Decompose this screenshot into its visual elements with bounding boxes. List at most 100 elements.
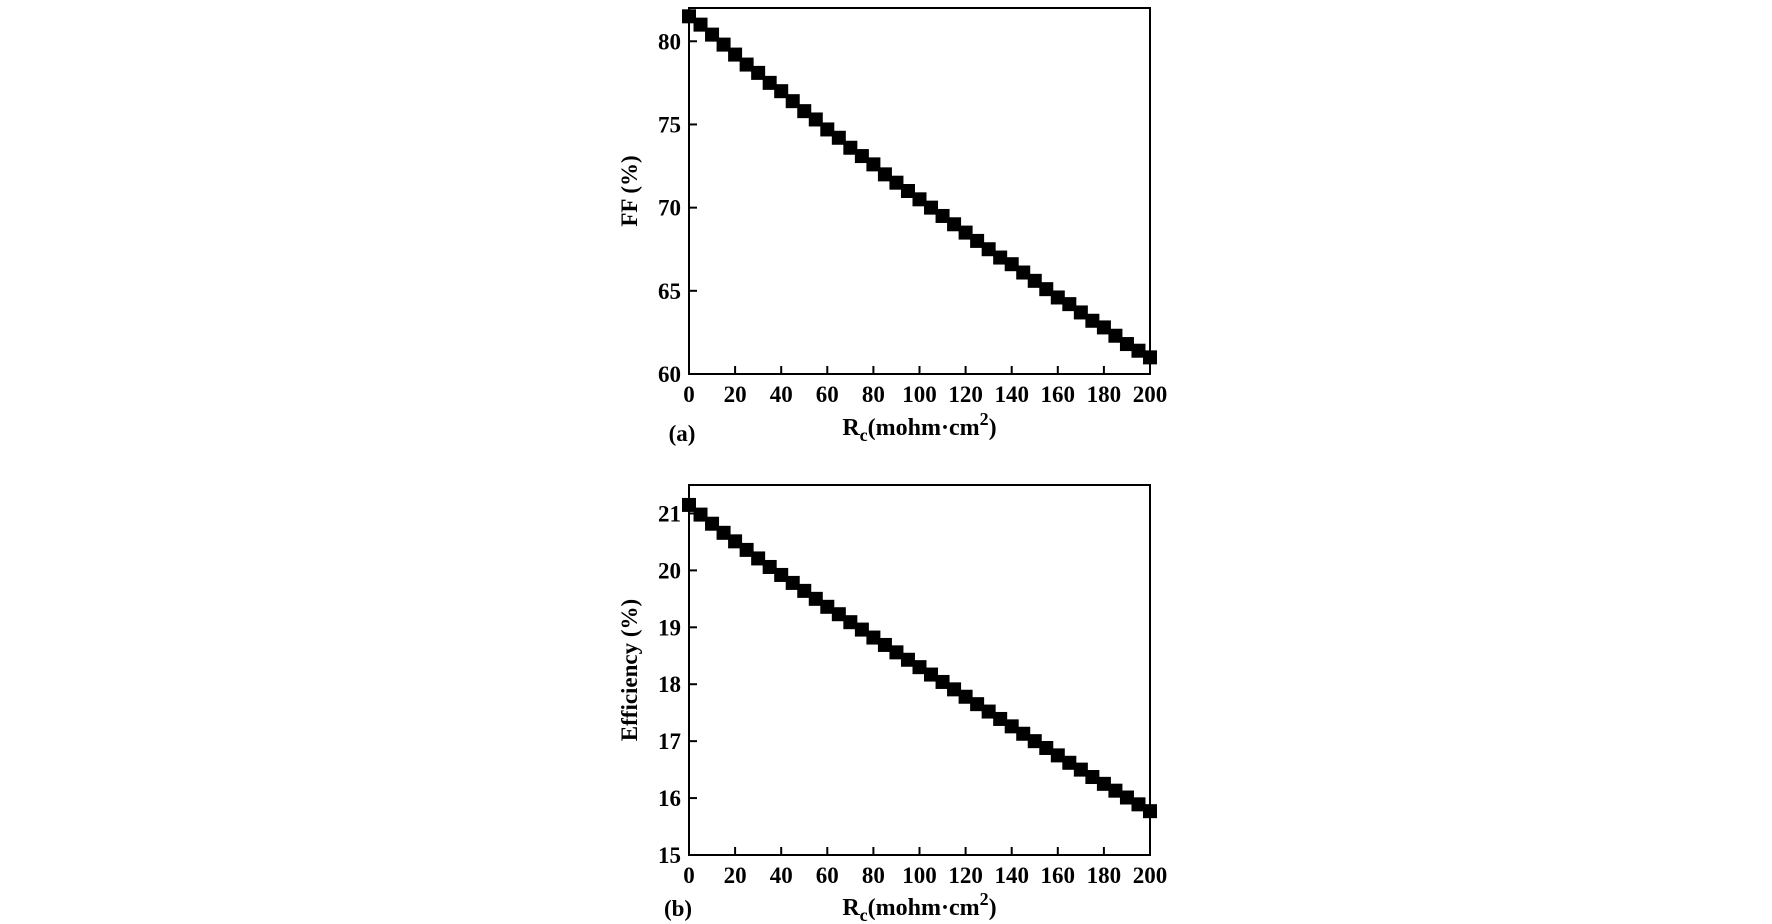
x-tick-label: 60 — [816, 382, 839, 407]
data-point — [820, 122, 835, 137]
y-axis-title: FF (%) — [617, 155, 642, 226]
x-tick-label: 160 — [1041, 382, 1076, 407]
x-axis-title-part: (mohm·cm — [868, 895, 980, 921]
data-point — [682, 9, 696, 24]
panel-b: 0 20 40 60 80 100 120 140 160 180 200 15 16 17 18 19 20 2… — [617, 484, 1168, 924]
data-point — [1004, 257, 1019, 272]
data-point — [1085, 313, 1100, 328]
y-tick-label: 16 — [658, 786, 681, 811]
data-point — [1062, 297, 1077, 312]
data-point — [912, 660, 927, 675]
data-point — [1027, 734, 1042, 749]
x-axis-title: Rc(mohm·cm2) — [842, 409, 996, 445]
x-axis-title-part: R — [842, 415, 860, 441]
data-point — [1108, 783, 1123, 798]
data-point — [716, 525, 731, 540]
data-point — [1004, 719, 1019, 734]
x-axis-title-part: c — [860, 425, 868, 445]
data-point — [693, 507, 708, 522]
data-point — [1062, 755, 1077, 770]
y-tick-label: 15 — [658, 843, 681, 868]
data-point — [1016, 726, 1031, 741]
y-tick-label: 18 — [658, 672, 681, 697]
data-point — [854, 149, 869, 164]
data-point — [947, 682, 962, 697]
data-point — [935, 208, 950, 223]
y-tick-label: 19 — [658, 615, 681, 640]
data-point — [1085, 770, 1100, 785]
data-point — [785, 575, 800, 590]
y-tick-label: 80 — [658, 29, 681, 54]
x-tick-label: 0 — [683, 863, 695, 888]
data-point — [751, 551, 766, 566]
y-tick-label: 17 — [658, 729, 681, 754]
x-tick-label: 140 — [994, 863, 1029, 888]
y-tick-label: 21 — [658, 501, 681, 526]
panel-label: (b) — [664, 896, 692, 921]
x-tick-label: 160 — [1041, 863, 1076, 888]
data-point — [993, 250, 1008, 265]
data-point — [1143, 350, 1157, 365]
x-tick-label: 100 — [902, 863, 937, 888]
data-point — [797, 104, 812, 119]
data-point — [1119, 337, 1134, 352]
data-point — [981, 242, 996, 257]
data-point — [831, 607, 846, 622]
data-point — [716, 37, 731, 52]
x-axis-title-part: c — [860, 905, 868, 924]
data-point — [808, 591, 823, 606]
x-axis-title-part: 2 — [980, 889, 989, 909]
data-point — [912, 192, 927, 207]
data-point — [981, 704, 996, 719]
y-tick-label: 75 — [658, 112, 681, 137]
data-point — [797, 583, 812, 598]
data-point — [843, 140, 858, 155]
data-point — [774, 567, 789, 582]
data-point — [935, 674, 950, 689]
data-point — [705, 516, 720, 531]
data-point — [900, 184, 915, 198]
data-point — [924, 200, 939, 215]
y-tick-label: 20 — [658, 558, 681, 583]
x-tick-label: 40 — [770, 863, 793, 888]
x-tick-label: 20 — [724, 863, 747, 888]
x-tick-label: 80 — [862, 863, 885, 888]
data-point — [762, 75, 777, 90]
x-tick-label: 200 — [1133, 863, 1168, 888]
data-point — [947, 217, 962, 232]
data-point — [705, 27, 720, 42]
data-point — [889, 175, 904, 190]
data-point — [958, 225, 973, 240]
data-point — [924, 667, 939, 682]
x-tick-label: 20 — [724, 382, 747, 407]
x-axis-title-part: ) — [989, 415, 997, 441]
data-point — [993, 711, 1008, 726]
data-point — [854, 622, 869, 637]
data-point — [1050, 748, 1065, 763]
data-point — [1039, 282, 1054, 297]
x-axis-title-part: R — [842, 895, 860, 921]
data-point — [1073, 762, 1088, 777]
data-point — [774, 84, 789, 99]
data-point — [739, 542, 754, 557]
x-axis-title-part: (mohm·cm — [868, 415, 980, 441]
y-tick-label: 60 — [658, 362, 681, 387]
data-point — [843, 615, 858, 630]
data-point — [785, 94, 800, 109]
data-point — [866, 157, 881, 172]
data-point — [820, 599, 835, 614]
data-point — [889, 645, 904, 660]
x-tick-label: 100 — [902, 382, 937, 407]
data-point — [808, 112, 823, 127]
data-point — [1016, 265, 1031, 280]
x-axis-title-part: ) — [989, 895, 997, 921]
x-tick-label: 200 — [1133, 382, 1168, 407]
x-tick-label: 180 — [1087, 863, 1122, 888]
x-axis-title-part: 2 — [980, 409, 989, 429]
data-point — [1131, 797, 1146, 812]
data-point — [877, 167, 892, 182]
x-tick-label: 180 — [1087, 382, 1122, 407]
data-point — [1119, 790, 1134, 805]
y-tick-label: 70 — [658, 196, 681, 221]
